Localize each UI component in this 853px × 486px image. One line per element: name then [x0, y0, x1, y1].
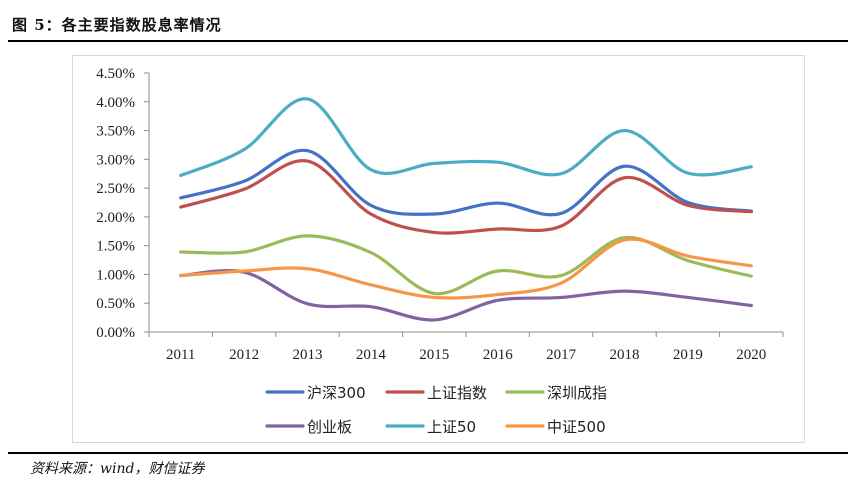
series-line-6: [179, 237, 753, 300]
x-tick-label: 2015: [419, 347, 449, 363]
y-tick-label: 3.00%: [96, 152, 135, 168]
series-line-4: [179, 269, 753, 322]
legend-label: 上证指数: [427, 384, 487, 402]
y-tick-label: 2.50%: [96, 181, 135, 197]
y-tick-label: 3.50%: [96, 124, 135, 140]
line-chart: 0.00% 0.50% 1.00% 1.50% 2.00% 2.50% 3.00% 3.50%…: [96, 66, 784, 436]
x-tick-label: 2011: [166, 347, 195, 363]
y-tick-label: 4.00%: [96, 95, 135, 111]
x-tick-label: 2016: [483, 347, 514, 363]
series-line-2: [179, 159, 753, 235]
y-tick-label: 4.50%: [96, 66, 135, 82]
figure-title: 图 5：各主要指数股息率情况: [12, 16, 222, 34]
y-tick-label: 2.00%: [96, 210, 135, 226]
x-tick-label: 2014: [356, 347, 387, 363]
y-tick-label: 1.50%: [96, 239, 135, 255]
legend-label: 上证50: [427, 418, 476, 436]
x-tick-label: 2013: [293, 347, 323, 363]
series-line-1: [179, 148, 753, 217]
x-tick-label: 2012: [229, 347, 259, 363]
x-tick-label: 2018: [610, 347, 640, 363]
legend-label: 深圳成指: [547, 384, 607, 402]
legend-label: 中证500: [547, 418, 606, 436]
y-tick-label: 1.00%: [96, 267, 135, 283]
series-line-3: [179, 234, 753, 296]
series-line-5: [179, 97, 753, 178]
source-note: 资料来源：wind，财信证券: [30, 461, 205, 477]
chart-frame: 0.00% 0.50% 1.00% 1.50% 2.00% 2.50% 3.00% 3.50%…: [72, 55, 805, 443]
y-tick-label: 0.00%: [96, 325, 135, 341]
x-tick-label: 2019: [673, 347, 703, 363]
legend-label: 沪深300: [307, 384, 366, 402]
title-rule: [8, 40, 848, 42]
legend-label: 创业板: [307, 418, 352, 436]
x-tick-label: 2017: [546, 347, 577, 363]
x-tick-label: 2020: [736, 347, 766, 363]
y-tick-label: 0.50%: [96, 296, 135, 312]
source-rule: [8, 452, 848, 454]
